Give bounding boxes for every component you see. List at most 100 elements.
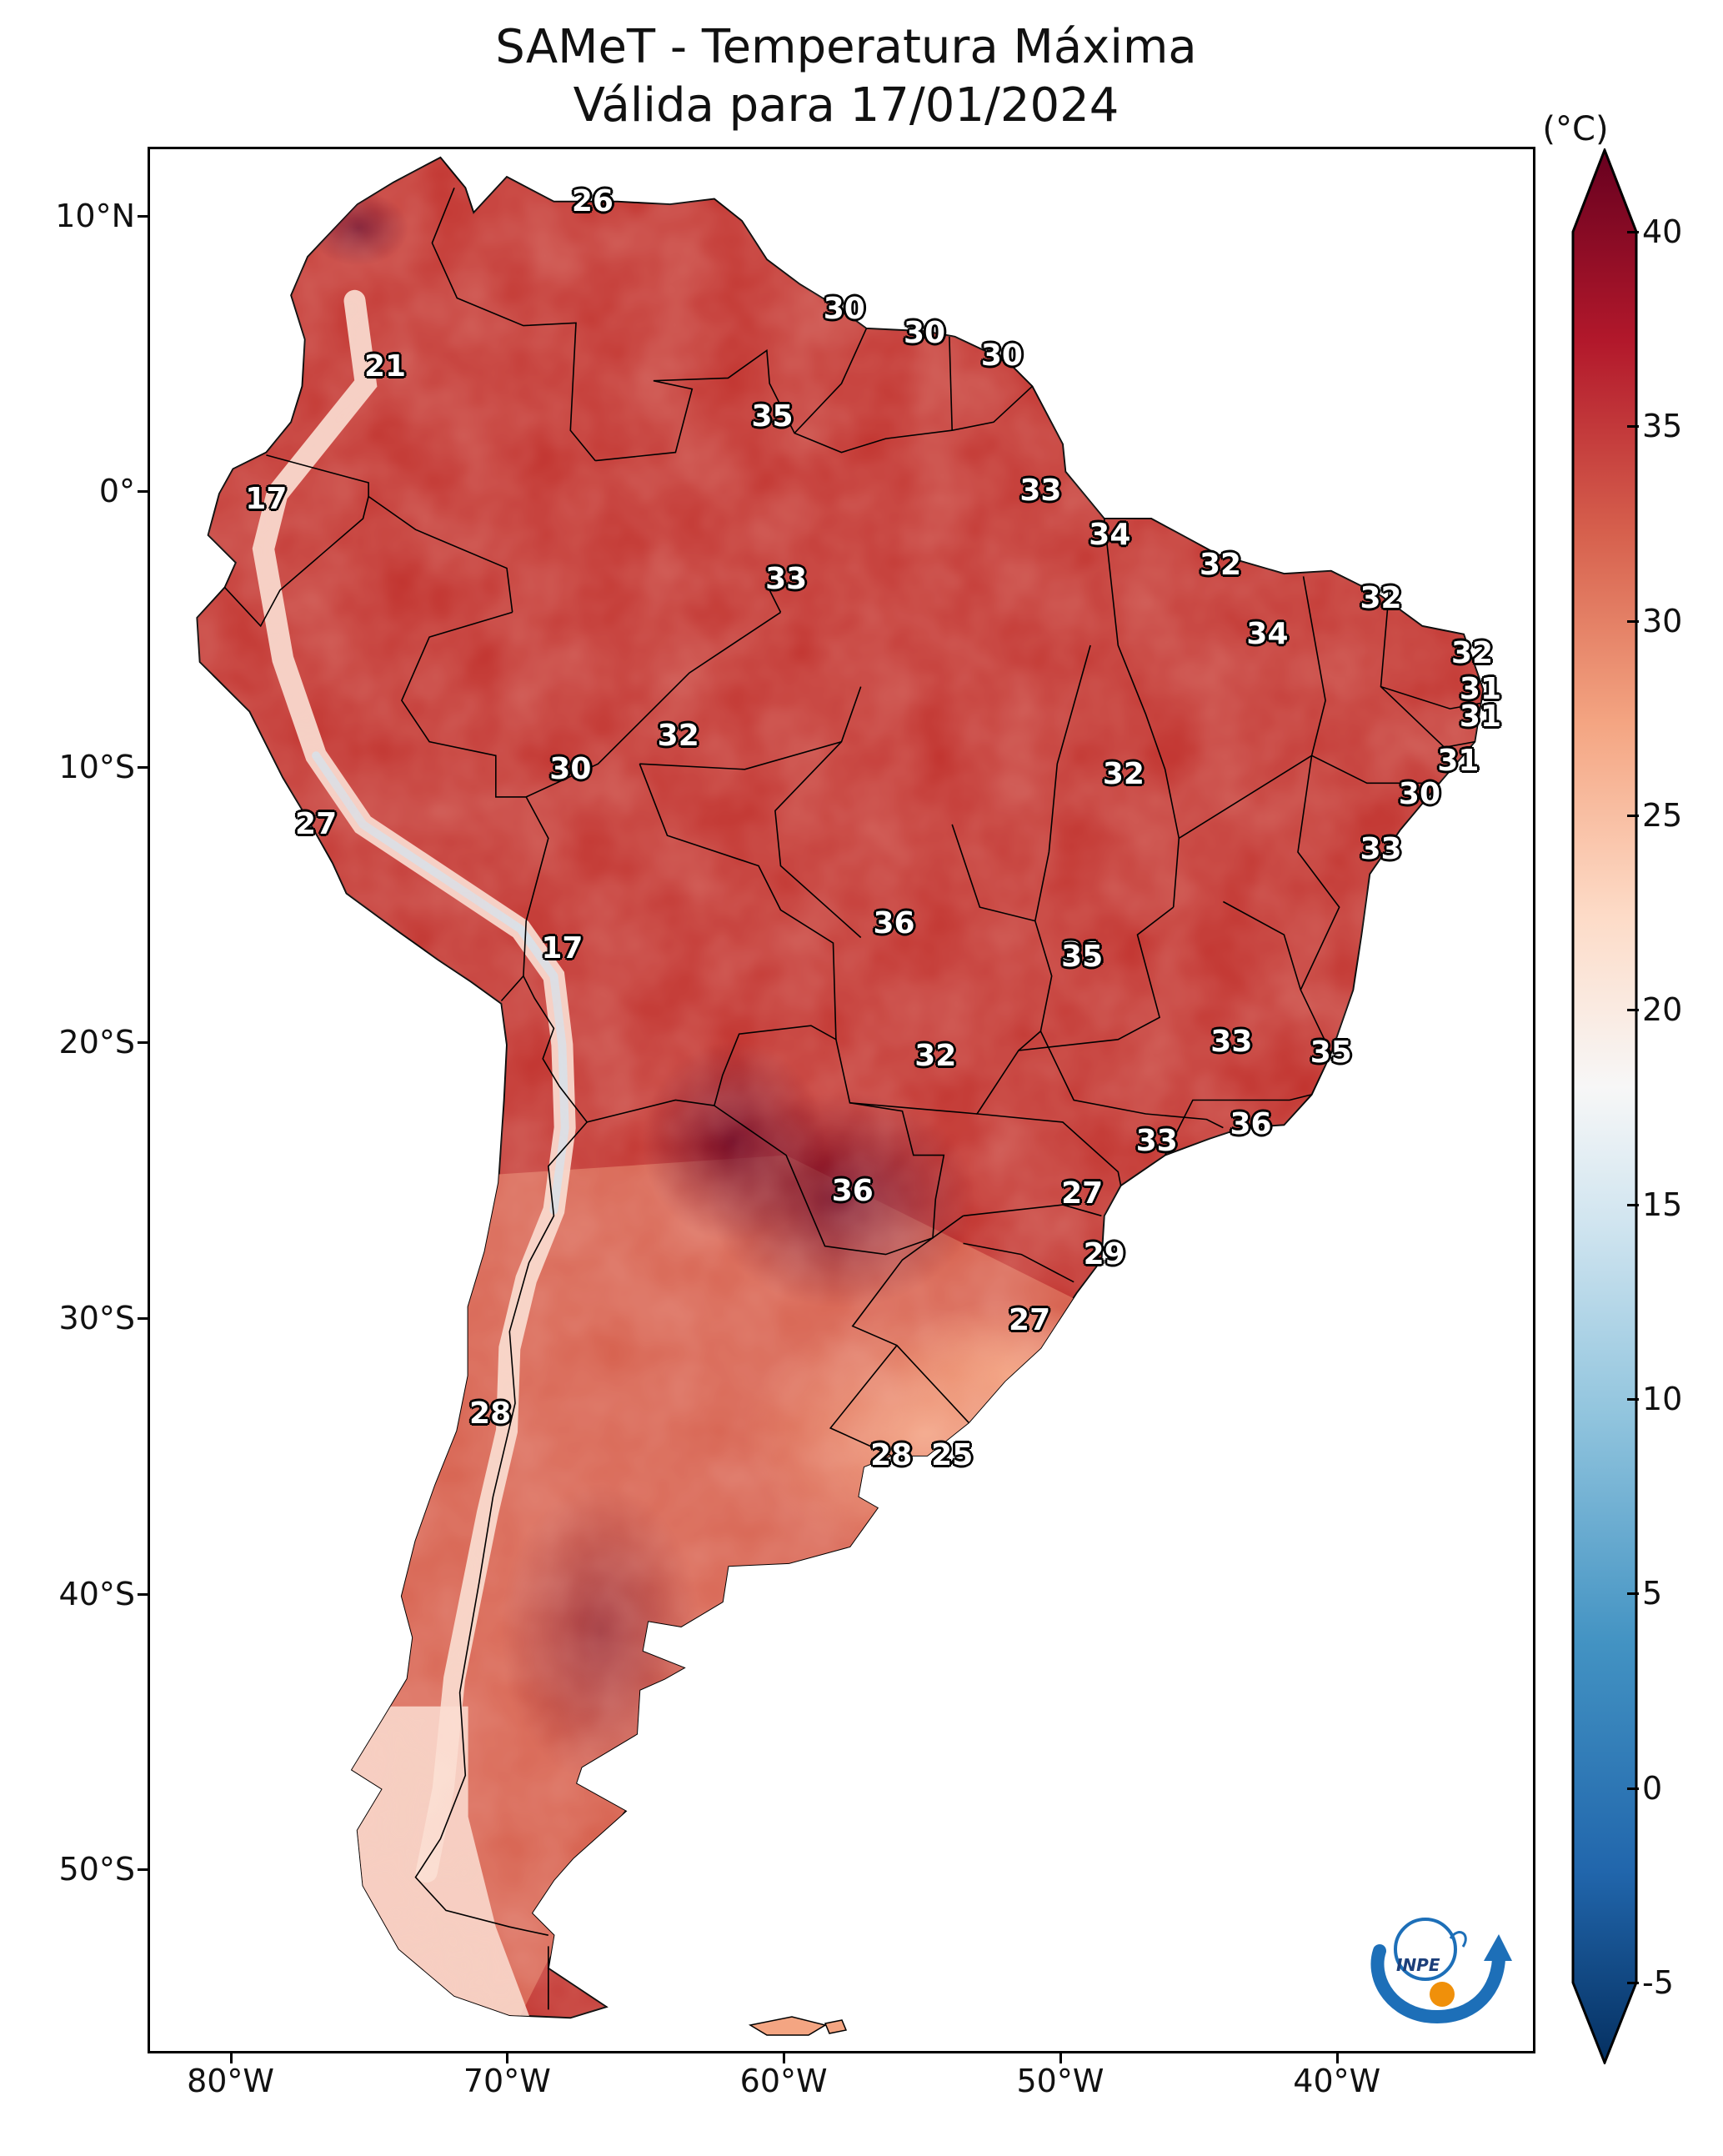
temperature-value-label: 32 xyxy=(657,719,699,754)
temperature-value-label: 25 xyxy=(931,1437,974,1472)
colorbar-tick-mark xyxy=(1627,1787,1639,1790)
colorbar-tick-mark xyxy=(1627,815,1639,817)
border-line xyxy=(1380,589,1481,709)
border-line xyxy=(1164,1094,1312,1156)
lon-tick-label: 40°W xyxy=(1293,2063,1381,2099)
border-line xyxy=(523,763,837,1123)
lon-tick-mark xyxy=(783,2053,786,2063)
lat-tick-mark xyxy=(138,765,148,769)
border-line xyxy=(829,1345,898,1457)
colorbar-tick-label: 30 xyxy=(1642,602,1683,639)
border-line xyxy=(851,1215,969,1423)
temperature-value-label: 30 xyxy=(1398,776,1441,811)
lat-tick-label: 10°N xyxy=(55,197,135,234)
border-line xyxy=(368,495,513,613)
temperature-value-label: 32 xyxy=(1200,548,1242,583)
lon-tick-label: 50°W xyxy=(1016,2063,1104,2099)
border-line xyxy=(266,454,369,497)
border-line xyxy=(431,188,596,462)
border-line xyxy=(400,611,549,1002)
lon-tick-mark xyxy=(229,2053,233,2063)
border-line xyxy=(414,1121,588,1936)
lat-tick-label: 20°S xyxy=(58,1024,135,1061)
lat-tick-mark xyxy=(138,1592,148,1596)
title-line-1: SAMeT - Temperatura Máxima xyxy=(495,20,1197,74)
border-line xyxy=(1297,755,1340,1054)
temperature-map xyxy=(196,156,1485,2036)
svg-text:INPE: INPE xyxy=(1396,1955,1440,1975)
border-line xyxy=(769,589,782,613)
border-line xyxy=(963,1204,1102,1217)
falklands xyxy=(748,2016,848,2036)
title-line-2: Válida para 17/01/2024 xyxy=(573,78,1119,133)
temperature-value-label: 31 xyxy=(1459,699,1502,734)
temperature-value-label: 31 xyxy=(1061,936,1104,971)
temperature-value-label: 30 xyxy=(903,316,946,351)
lon-tick-mark xyxy=(1335,2053,1339,2063)
map-area: 26 21 30 30 30 35 17 33 34 33 32 32 34 32 31 31 32 30 32 31… xyxy=(148,147,1535,2053)
temperature-value-label: 32 xyxy=(914,1038,957,1073)
temperature-value-label: 32 xyxy=(1450,635,1494,670)
temperature-value-label: 36 xyxy=(873,905,915,940)
lat-tick-label: 50°S xyxy=(58,1851,135,1888)
lon-tick-label: 70°W xyxy=(463,2063,551,2099)
border-line xyxy=(1178,755,1440,840)
border-line xyxy=(1103,518,1180,908)
colorbar-tick-label: 25 xyxy=(1642,797,1683,834)
lat-tick-mark xyxy=(138,214,148,218)
temperature-value-label: 30 xyxy=(823,291,865,326)
inpe-logo: INPE xyxy=(1370,1918,1512,2023)
colorbar-tick-mark xyxy=(1627,1009,1639,1012)
temperature-value-label: 29 xyxy=(1083,1236,1125,1271)
temperature-value-label: 28 xyxy=(870,1437,913,1472)
temperature-value-label: 21 xyxy=(363,349,407,384)
colorbar-tick-mark xyxy=(1627,1982,1639,1984)
temperature-value-label: 36 xyxy=(831,1173,874,1208)
border-line xyxy=(951,824,1035,922)
lat-tick-label: 30°S xyxy=(58,1299,135,1336)
colorbar-tick-label: -5 xyxy=(1642,1964,1674,2001)
temperature-value-label: 26 xyxy=(571,183,614,218)
colorbar-tick-mark xyxy=(1627,1592,1639,1596)
lat-tick-mark xyxy=(138,1316,148,1320)
temperature-value-label: 17 xyxy=(541,930,584,965)
colorbar-tick-label: 40 xyxy=(1642,213,1683,250)
temperature-value-label: 35 xyxy=(1061,939,1104,974)
border-line xyxy=(1039,1030,1224,1129)
temperature-value-label: 32 xyxy=(1360,580,1402,615)
border-line xyxy=(1223,900,1302,990)
colorbar-unit: (°C) xyxy=(1542,110,1609,148)
colorbar-tick-label: 0 xyxy=(1642,1769,1663,1807)
colorbar-tick-label: 15 xyxy=(1642,1186,1683,1223)
temperature-value-label: 33 xyxy=(1360,831,1402,866)
temperature-value-label: 30 xyxy=(549,751,592,786)
temperature-value-label: 33 xyxy=(1210,1025,1253,1060)
border-line xyxy=(963,1242,1074,1283)
temperature-value-label: 33 xyxy=(1019,473,1062,508)
map-title: SAMeT - Temperatura Máxima Válida para 1… xyxy=(150,18,1542,135)
lon-tick-mark xyxy=(1059,2053,1062,2063)
colorbar-tick-label: 35 xyxy=(1642,408,1683,445)
lat-tick-mark xyxy=(138,1868,148,1872)
temperature-value-label: 34 xyxy=(1089,517,1131,552)
border-line xyxy=(949,336,953,431)
temperature-value-label: 35 xyxy=(1310,1035,1352,1070)
country-borders xyxy=(224,188,1481,2010)
temperature-value-label: 33 xyxy=(1135,1124,1178,1159)
lat-tick-label: 0° xyxy=(98,473,135,510)
temperature-value-label: 30 xyxy=(980,338,1023,373)
temperature-value-label: 33 xyxy=(765,561,808,596)
colorbar-tick-label: 5 xyxy=(1642,1575,1663,1612)
temperature-value-label: 27 xyxy=(1061,1176,1104,1211)
border-line xyxy=(639,740,842,770)
lon-tick-label: 60°W xyxy=(739,2063,828,2099)
border-line xyxy=(849,1102,978,1115)
temperature-value-label: 31 xyxy=(1459,671,1502,706)
colorbar-tick-label: 10 xyxy=(1642,1381,1683,1417)
lat-tick-mark xyxy=(138,490,148,494)
lat-tick-mark xyxy=(138,1041,148,1045)
temperature-value-label: 32 xyxy=(1102,757,1144,792)
border-line xyxy=(794,328,868,434)
colorbar-tick-label: 20 xyxy=(1642,991,1683,1029)
colorbar-tick-mark xyxy=(1627,425,1639,429)
